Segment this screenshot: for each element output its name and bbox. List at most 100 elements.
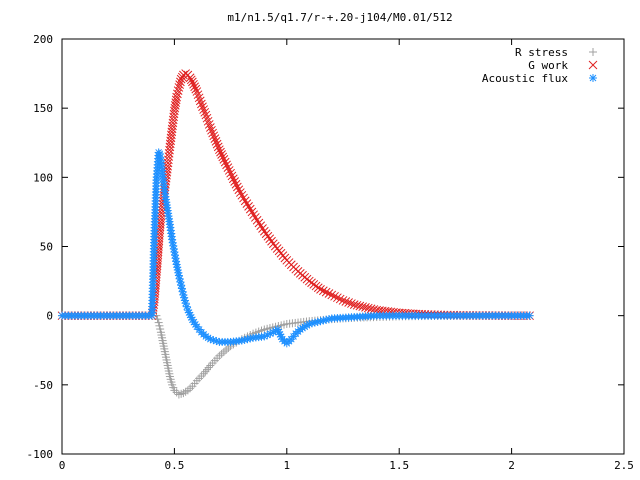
data-point (226, 168, 235, 178)
data-point (216, 147, 225, 157)
y-tick-label: 50 (40, 241, 53, 254)
data-point (168, 238, 177, 247)
data-point (210, 134, 220, 143)
data-point (321, 287, 331, 297)
data-point (231, 179, 241, 189)
x-tick-label: 0.5 (164, 459, 184, 472)
data-point (204, 120, 214, 129)
data-point (191, 84, 201, 94)
data-point (352, 300, 362, 310)
data-point (363, 303, 373, 313)
y-tick-label: -100 (27, 448, 54, 461)
series-r-stress (58, 311, 534, 399)
data-point (217, 150, 226, 159)
data-point (324, 289, 334, 298)
data-point (224, 166, 234, 175)
legend-marker (588, 60, 598, 70)
y-tick-label: 0 (46, 310, 53, 323)
y-tick-label: 150 (33, 102, 53, 115)
data-point (240, 196, 250, 206)
axes-layer: 0 0.5 1 1.5 2 2.5 -100 -50 0 50 100 150 200 (27, 33, 634, 472)
data-point (155, 321, 164, 330)
series-layer (57, 69, 534, 399)
data-point (176, 74, 186, 84)
data-point (220, 157, 230, 167)
data-point (330, 291, 339, 301)
x-tick-label: 2.5 (614, 459, 634, 472)
data-point (245, 204, 255, 214)
data-point (215, 145, 224, 155)
data-point (338, 296, 348, 305)
data-point (204, 363, 213, 372)
data-point (254, 218, 264, 228)
data-point (177, 389, 186, 398)
plot-frame (61, 38, 625, 455)
data-point (211, 137, 221, 146)
data-point (366, 304, 376, 314)
data-point (222, 345, 231, 354)
data-point (173, 86, 183, 95)
data-point (188, 77, 197, 87)
data-point (175, 80, 184, 90)
data-point (206, 123, 215, 132)
data-point (219, 154, 229, 164)
data-point (237, 190, 247, 200)
data-point (223, 163, 233, 173)
data-point (249, 210, 258, 220)
data-point (341, 297, 351, 306)
data-point (185, 73, 195, 83)
data-point (203, 116, 213, 126)
data-point (230, 177, 239, 186)
legend-label: Acoustic flux (482, 72, 568, 85)
data-point (252, 215, 262, 225)
data-point (250, 213, 260, 222)
legend-label: R stress (515, 46, 568, 59)
data-point (247, 207, 257, 217)
data-point (244, 202, 253, 211)
y-tick-label: 200 (33, 33, 53, 46)
data-point (189, 79, 198, 89)
data-point (179, 70, 188, 80)
data-point (227, 171, 237, 181)
data-point (212, 139, 222, 149)
x-tick-label: 1 (283, 459, 290, 472)
data-point (239, 193, 248, 203)
data-point (222, 160, 231, 170)
data-point (347, 299, 356, 308)
data-point (258, 224, 267, 233)
data-point (192, 87, 202, 96)
data-point (525, 311, 534, 320)
data-point (172, 388, 181, 397)
x-tick-label: 0 (59, 459, 66, 472)
data-point (199, 105, 208, 114)
data-point (235, 188, 245, 197)
data-point (234, 185, 244, 195)
data-point (209, 131, 219, 141)
series-acoustic-flux (58, 148, 534, 348)
data-point (191, 320, 200, 329)
data-point (344, 298, 353, 307)
data-point (217, 349, 226, 358)
y-tick-label: 100 (33, 171, 53, 184)
data-point (186, 384, 195, 393)
data-point (197, 99, 206, 109)
data-point (207, 125, 216, 135)
data-point (316, 285, 325, 294)
data-point (318, 286, 328, 296)
data-point (156, 325, 165, 334)
data-point (202, 365, 211, 374)
data-point (176, 77, 185, 87)
data-point (201, 367, 210, 376)
data-point (198, 102, 207, 112)
data-point (190, 82, 199, 92)
legend-marker (589, 74, 597, 82)
legend-label: G work (528, 59, 568, 72)
data-point (256, 221, 266, 231)
data-point (208, 128, 217, 138)
data-point (349, 300, 359, 309)
data-point (194, 93, 204, 103)
data-point (228, 174, 238, 184)
data-point (219, 347, 228, 356)
